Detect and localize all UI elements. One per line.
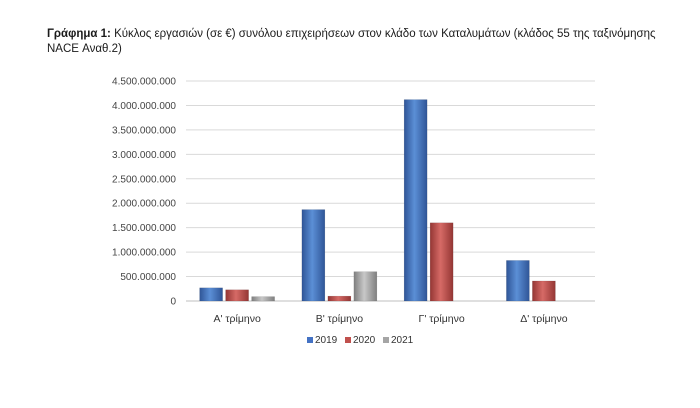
bar-2019 bbox=[199, 287, 223, 302]
y-tick-label: 500.000.000 bbox=[120, 272, 176, 283]
y-tick-label: 3.000.000.000 bbox=[112, 150, 176, 161]
chart-caption: Γράφημα 1: Κύκλος εργασιών (σε €) συνόλο… bbox=[47, 27, 677, 57]
y-tick-label: 1.500.000.000 bbox=[112, 223, 176, 234]
y-tick-label: 4.500.000.000 bbox=[112, 77, 176, 88]
legend-swatch-2019 bbox=[307, 337, 313, 343]
y-tick-label: 0 bbox=[170, 297, 176, 308]
legend-label-2021: 2021 bbox=[391, 335, 414, 346]
y-tick-label: 4.000.000.000 bbox=[112, 101, 176, 112]
x-category-label: Β' τρίμηνο bbox=[316, 313, 364, 325]
legend-label-2020: 2020 bbox=[353, 335, 376, 346]
caption-label: Γράφημα 1: bbox=[47, 28, 111, 40]
caption-text: Κύκλος εργασιών (σε €) συνόλου επιχειρήσ… bbox=[47, 28, 656, 55]
bar-2019 bbox=[506, 260, 530, 302]
y-tick-label: 2.500.000.000 bbox=[112, 174, 176, 185]
legend-swatch-2021 bbox=[383, 337, 389, 343]
y-tick-label: 1.000.000.000 bbox=[112, 248, 176, 259]
bar-2021 bbox=[251, 296, 275, 302]
y-tick-label: 3.500.000.000 bbox=[112, 125, 176, 136]
bar-2019 bbox=[403, 99, 428, 302]
x-category-label: Α' τρίμηνο bbox=[213, 313, 261, 325]
y-tick-label: 2.000.000.000 bbox=[112, 199, 176, 210]
legend-label-2019: 2019 bbox=[315, 335, 338, 346]
bar-2020 bbox=[532, 280, 556, 302]
bar-2020 bbox=[327, 295, 352, 302]
x-category-label: Δ' τρίμηνο bbox=[520, 313, 568, 325]
bar-2020 bbox=[429, 222, 454, 302]
x-category-label: Γ' τρίμηνο bbox=[419, 313, 465, 325]
bar-2019 bbox=[301, 209, 326, 302]
bar-2020 bbox=[225, 289, 249, 302]
legend-swatch-2020 bbox=[345, 337, 351, 343]
bar-2021 bbox=[353, 271, 378, 302]
